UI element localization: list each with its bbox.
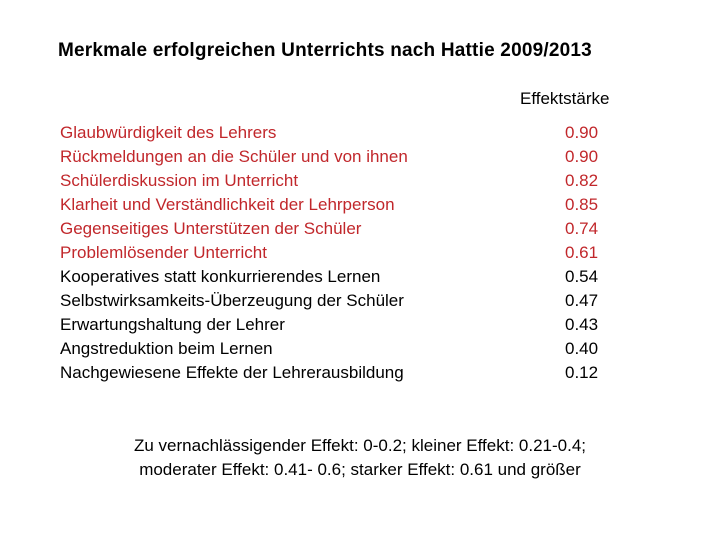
table-row: Glaubwürdigkeit des Lehrers 0.90 bbox=[60, 121, 660, 145]
row-value: 0.90 bbox=[565, 123, 599, 142]
row-value: 0.82 bbox=[565, 171, 599, 190]
row-label: Rückmeldungen an die Schüler und von ihn… bbox=[60, 147, 408, 166]
table-row: Angstreduktion beim Lernen 0.40 bbox=[60, 337, 660, 361]
row-label: Erwartungshaltung der Lehrer bbox=[60, 315, 285, 334]
row-label: Problemlösender Unterricht bbox=[60, 243, 267, 262]
table-row: Problemlösender Unterricht 0.61 bbox=[60, 241, 660, 265]
row-label: Klarheit und Verständlichkeit der Lehrpe… bbox=[60, 195, 395, 214]
footnote-line-1: Zu vernachlässigender Effekt: 0-0.2; kle… bbox=[133, 436, 586, 455]
row-value: 0.61 bbox=[565, 243, 599, 262]
table-row: Nachgewiesene Effekte der Lehrerausbildu… bbox=[60, 361, 660, 385]
row-label: Nachgewiesene Effekte der Lehrerausbildu… bbox=[60, 363, 404, 382]
row-label: Selbstwirksamkeits-Überzeugung der Schül… bbox=[60, 291, 404, 310]
row-label: Glaubwürdigkeit des Lehrers bbox=[60, 123, 277, 142]
effects-table: Glaubwürdigkeit des Lehrers 0.90 Rückmel… bbox=[60, 121, 660, 385]
table-row: Erwartungshaltung der Lehrer 0.43 bbox=[60, 313, 660, 337]
table-row: Selbstwirksamkeits-Überzeugung der Schül… bbox=[60, 289, 660, 313]
slide-title: Merkmale erfolgreichen Unterrichts nach … bbox=[58, 40, 592, 61]
row-value: 0.43 bbox=[565, 315, 599, 334]
row-value: 0.12 bbox=[565, 363, 599, 382]
effect-size-column-header: Effektstärke bbox=[520, 89, 610, 108]
row-label: Gegenseitiges Unterstützen der Schüler bbox=[60, 219, 362, 238]
footnote-line-2: moderater Effekt: 0.41- 0.6; starker Eff… bbox=[139, 460, 581, 479]
row-value: 0.47 bbox=[565, 291, 599, 310]
row-label: Kooperatives statt konkurrierendes Lerne… bbox=[60, 267, 381, 286]
table-row: Gegenseitiges Unterstützen der Schüler 0… bbox=[60, 217, 660, 241]
footnote: Zu vernachlässigender Effekt: 0-0.2; kle… bbox=[0, 434, 720, 482]
table-row: Rückmeldungen an die Schüler und von ihn… bbox=[60, 145, 660, 169]
row-value: 0.40 bbox=[565, 339, 599, 358]
row-value: 0.85 bbox=[565, 195, 599, 214]
row-value: 0.74 bbox=[565, 219, 599, 238]
table-row: Kooperatives statt konkurrierendes Lerne… bbox=[60, 265, 660, 289]
row-value: 0.90 bbox=[565, 147, 599, 166]
row-value: 0.54 bbox=[565, 267, 599, 286]
row-label: Schülerdiskussion im Unterricht bbox=[60, 171, 299, 190]
table-row: Schülerdiskussion im Unterricht 0.82 bbox=[60, 169, 660, 193]
row-label: Angstreduktion beim Lernen bbox=[60, 339, 273, 358]
table-row: Klarheit und Verständlichkeit der Lehrpe… bbox=[60, 193, 660, 217]
